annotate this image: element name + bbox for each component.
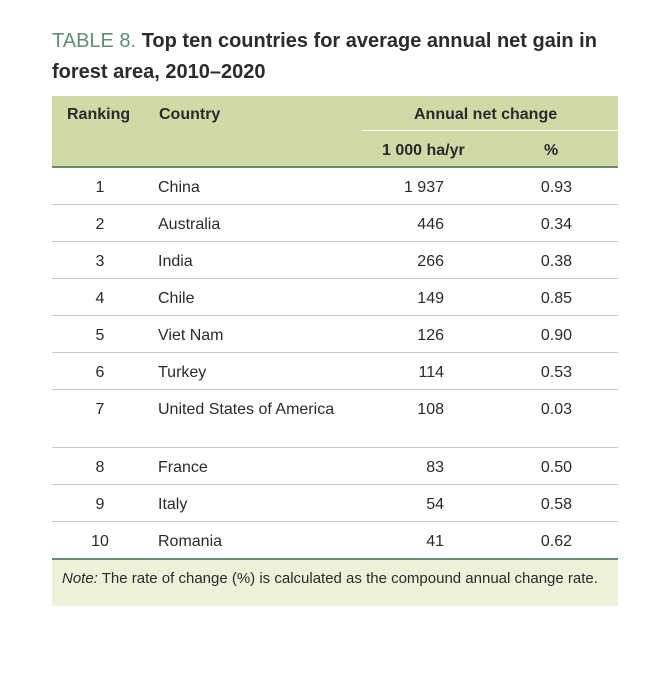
- cell-ha-per-yr: 126: [417, 327, 444, 344]
- cell-country: Romania: [158, 533, 223, 550]
- cell-rank: 2: [95, 216, 105, 233]
- note-text: The rate of change (%) is calculated as …: [101, 570, 598, 587]
- table-note: Note: The rate of change (%) is calculat…: [52, 560, 618, 606]
- cell-ha-per-yr: 54: [426, 496, 444, 513]
- cell-country: United States of America: [158, 401, 335, 418]
- cell-country: Turkey: [158, 364, 207, 381]
- cell-country: France: [158, 459, 208, 476]
- table-row: 8 France 83 0.50: [52, 448, 618, 485]
- cell-country: Chile: [158, 290, 195, 307]
- cell-ha-per-yr: 266: [417, 253, 444, 270]
- table-header: Ranking Country Annual net change 1 000 …: [52, 96, 618, 168]
- cell-pct: 0.53: [540, 364, 572, 381]
- table-row: 6 Turkey 114 0.53: [52, 353, 618, 390]
- table-row: 3 India 266 0.38: [52, 242, 618, 279]
- table-title: TABLE 8. Top ten countries for average a…: [52, 26, 612, 88]
- table-number: TABLE 8.: [52, 30, 137, 52]
- cell-rank: 3: [95, 253, 105, 270]
- table-row: 10 Romania 41 0.62: [52, 522, 618, 560]
- data-table: Ranking Country Annual net change 1 000 …: [52, 96, 618, 606]
- cell-ha-per-yr: 108: [417, 401, 444, 418]
- cell-pct: 0.85: [540, 290, 572, 307]
- table-title-text: Top ten countries for average annual net…: [52, 30, 597, 83]
- cell-ha-per-yr: 446: [417, 216, 444, 233]
- table-row: 5 Viet Nam 126 0.90: [52, 316, 618, 353]
- cell-pct: 0.58: [540, 496, 572, 513]
- table-row: 4 Chile 149 0.85: [52, 279, 618, 316]
- header-ranking: Ranking: [67, 106, 131, 123]
- table-body: 1 China 1 937 0.93 2 Australia 446 0.34 …: [52, 168, 618, 560]
- table-row: 1 China 1 937 0.93: [52, 168, 618, 205]
- cell-pct: 0.50: [540, 459, 572, 476]
- cell-country: China: [158, 179, 200, 196]
- cell-pct: 0.38: [540, 253, 572, 270]
- cell-rank: 9: [95, 496, 105, 513]
- cell-ha-per-yr: 41: [426, 533, 444, 550]
- header-unit-ha: 1 000 ha/yr: [382, 142, 465, 159]
- cell-pct: 0.90: [540, 327, 572, 344]
- cell-pct: 0.93: [540, 179, 572, 196]
- header-country: Country: [159, 106, 221, 123]
- header-annual-net-change: Annual net change: [414, 106, 558, 123]
- cell-rank: 1: [95, 179, 105, 196]
- table-row: 7 United States of America 108 0.03: [52, 390, 618, 448]
- table-row: 9 Italy 54 0.58: [52, 485, 618, 522]
- cell-ha-per-yr: 114: [418, 364, 444, 381]
- cell-ha-per-yr: 83: [426, 459, 444, 476]
- cell-country: Australia: [158, 216, 221, 233]
- cell-country: India: [158, 253, 193, 270]
- header-unit-pct: %: [544, 142, 559, 159]
- cell-rank: 6: [95, 364, 105, 381]
- cell-rank: 10: [91, 533, 109, 550]
- note-label: Note:: [62, 570, 98, 587]
- cell-pct: 0.03: [540, 401, 572, 418]
- cell-rank: 7: [95, 401, 105, 418]
- table-row: 2 Australia 446 0.34: [52, 205, 618, 242]
- cell-rank: 8: [95, 459, 105, 476]
- cell-ha-per-yr: 149: [417, 290, 444, 307]
- cell-country: Viet Nam: [158, 327, 224, 344]
- cell-pct: 0.62: [540, 533, 572, 550]
- cell-rank: 5: [95, 327, 105, 344]
- cell-rank: 4: [95, 290, 105, 307]
- cell-country: Italy: [158, 496, 188, 513]
- cell-ha-per-yr: 1 937: [403, 179, 444, 196]
- header-divider: [362, 130, 618, 131]
- cell-pct: 0.34: [540, 216, 572, 233]
